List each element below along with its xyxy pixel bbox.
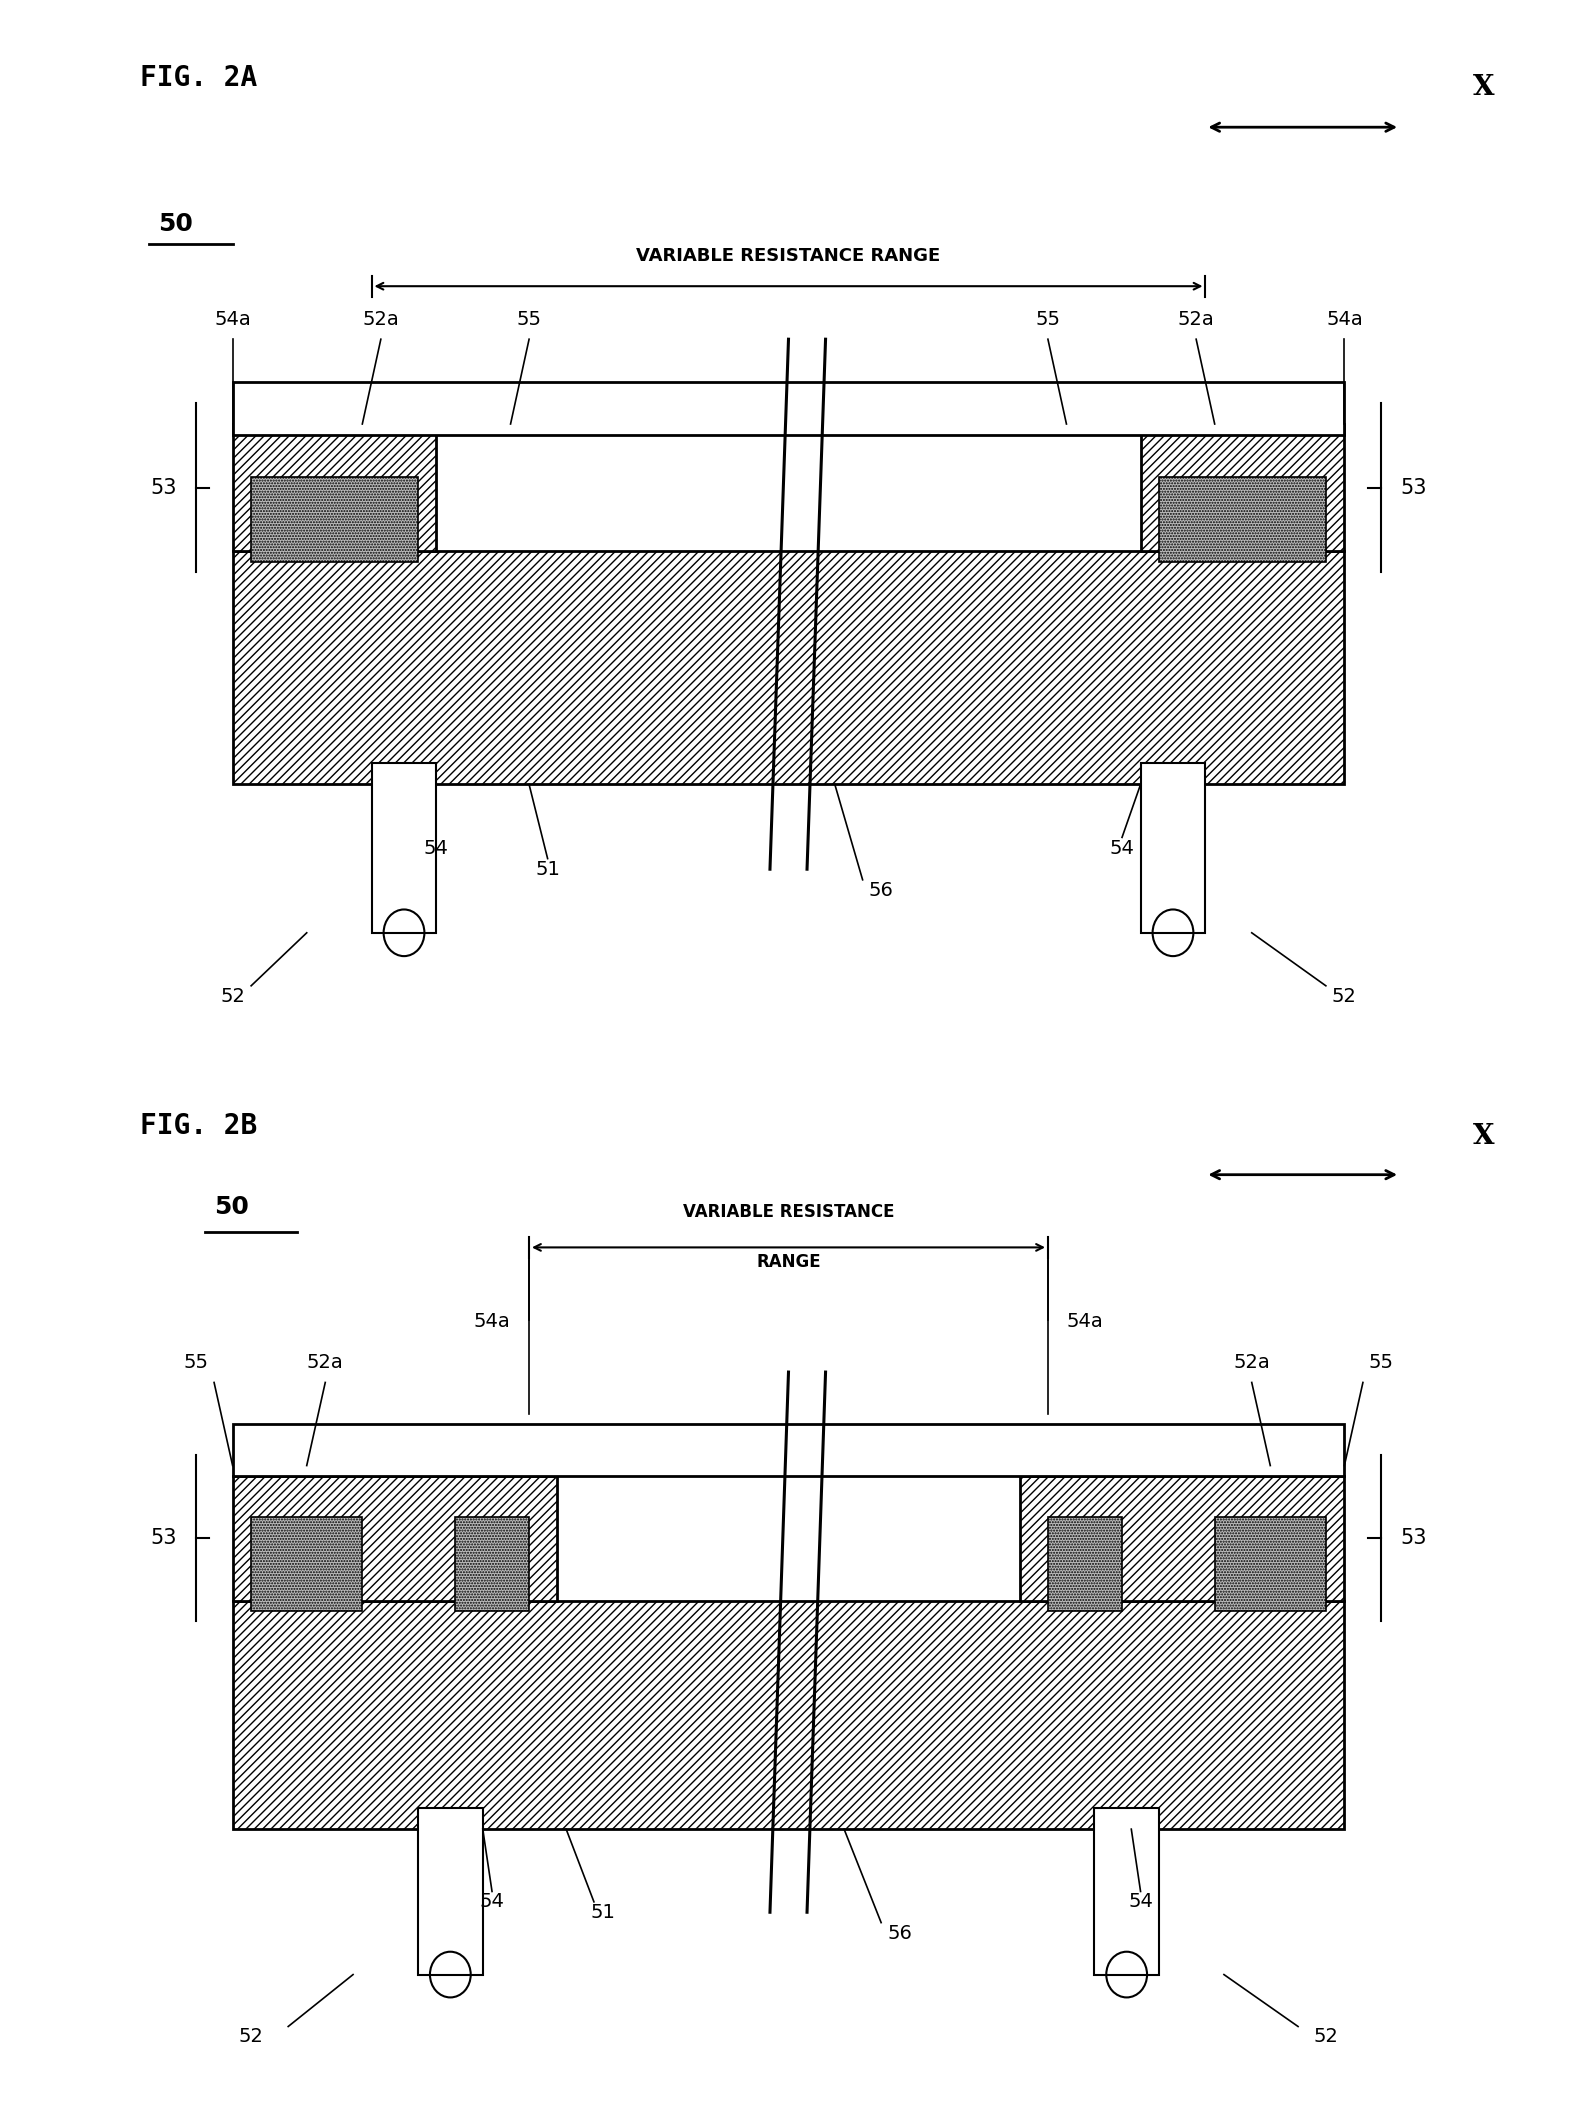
Text: 55: 55: [517, 310, 541, 329]
Text: 54: 54: [479, 1893, 505, 1912]
Text: 54: 54: [424, 840, 449, 856]
Text: 53: 53: [150, 1529, 177, 1548]
Text: 54a: 54a: [214, 310, 251, 329]
Bar: [1094, 1808, 1159, 1974]
Bar: [1159, 477, 1326, 562]
Text: VARIABLE RESISTANCE: VARIABLE RESISTANCE: [683, 1204, 894, 1221]
Bar: [1140, 763, 1205, 933]
Text: VARIABLE RESISTANCE RANGE: VARIABLE RESISTANCE RANGE: [637, 248, 940, 265]
Bar: [233, 1425, 1345, 1476]
Text: FIG. 2A: FIG. 2A: [140, 64, 257, 91]
Text: 55: 55: [1036, 310, 1060, 329]
Bar: [251, 477, 418, 562]
Text: 55: 55: [1369, 1353, 1394, 1372]
Text: 53: 53: [1400, 477, 1427, 498]
Text: X: X: [1473, 74, 1493, 102]
Bar: [372, 763, 437, 933]
Bar: [233, 424, 437, 551]
Bar: [1214, 1518, 1326, 1611]
Text: 52a: 52a: [1233, 1353, 1269, 1372]
Bar: [233, 551, 1345, 784]
Text: 56: 56: [888, 1923, 912, 1942]
Text: 51: 51: [591, 1904, 615, 1921]
Bar: [1020, 1476, 1345, 1601]
Bar: [233, 382, 1345, 435]
Text: 53: 53: [150, 477, 177, 498]
Text: 54a: 54a: [1326, 310, 1363, 329]
Text: 50: 50: [158, 212, 194, 235]
Text: 52: 52: [1314, 2027, 1339, 2046]
Text: 52a: 52a: [363, 310, 399, 329]
Text: 52: 52: [1333, 988, 1356, 1005]
Text: 55: 55: [183, 1353, 208, 1372]
Text: 54a: 54a: [473, 1312, 511, 1331]
Bar: [233, 1476, 557, 1601]
Bar: [1140, 424, 1345, 551]
Bar: [251, 1518, 363, 1611]
Bar: [1049, 1518, 1123, 1611]
Text: RANGE: RANGE: [757, 1253, 820, 1270]
Bar: [456, 1518, 530, 1611]
Text: 52a: 52a: [308, 1353, 344, 1372]
Text: X: X: [1473, 1124, 1493, 1149]
Text: 50: 50: [214, 1196, 249, 1219]
Text: 54: 54: [1128, 1893, 1153, 1912]
Text: 53: 53: [1400, 1529, 1427, 1548]
Text: 54: 54: [1110, 840, 1134, 856]
Text: 51: 51: [535, 861, 560, 878]
Bar: [418, 1808, 483, 1974]
Text: 52: 52: [238, 2027, 263, 2046]
Text: 52: 52: [221, 988, 244, 1005]
Text: 56: 56: [869, 882, 894, 899]
Text: 52a: 52a: [1178, 310, 1214, 329]
Text: FIG. 2B: FIG. 2B: [140, 1113, 257, 1141]
Bar: [233, 1601, 1345, 1830]
Text: 54a: 54a: [1066, 1312, 1104, 1331]
